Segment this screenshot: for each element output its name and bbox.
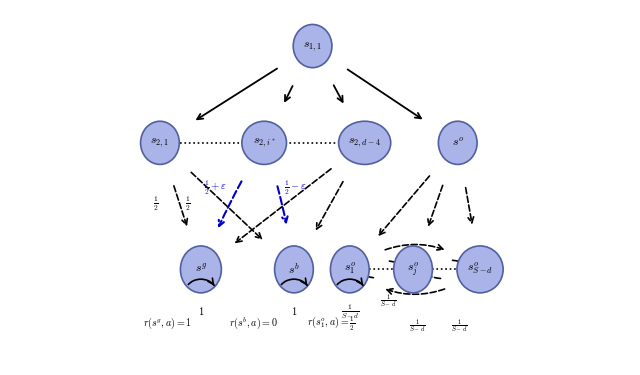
- Text: $r(s^b,a)=0$: $r(s^b,a)=0$: [229, 315, 278, 331]
- Text: $s_1^o$: $s_1^o$: [344, 261, 356, 278]
- Text: $s_{2,i^*}$: $s_{2,i^*}$: [253, 136, 275, 149]
- Text: $r(s^g,a)=1$: $r(s^g,a)=1$: [143, 316, 192, 331]
- Text: $1$: $1$: [291, 305, 297, 317]
- Text: $\frac{1}{2}+\varepsilon$: $\frac{1}{2}+\varepsilon$: [204, 178, 227, 197]
- Ellipse shape: [330, 246, 369, 293]
- Ellipse shape: [438, 121, 477, 164]
- Ellipse shape: [394, 246, 433, 293]
- Ellipse shape: [141, 121, 179, 164]
- Ellipse shape: [180, 246, 221, 293]
- Text: $\frac{1}{2}-\varepsilon$: $\frac{1}{2}-\varepsilon$: [284, 178, 307, 197]
- Text: $s^o$: $s^o$: [452, 136, 464, 149]
- Ellipse shape: [457, 246, 503, 293]
- Text: $s^g$: $s^g$: [195, 263, 207, 276]
- Text: $s^b$: $s^b$: [288, 262, 300, 277]
- Text: $s_{2,d-4}$: $s_{2,d-4}$: [348, 136, 381, 149]
- Text: $s_{1,1}$: $s_{1,1}$: [303, 39, 322, 53]
- Ellipse shape: [293, 24, 332, 68]
- Ellipse shape: [339, 121, 391, 164]
- Text: $\frac{1}{S-d}$: $\frac{1}{S-d}$: [451, 318, 468, 334]
- Text: $s_{S-d}^o$: $s_{S-d}^o$: [467, 261, 493, 278]
- Text: $s_j^o$: $s_j^o$: [407, 260, 419, 279]
- Text: $\frac{1}{S-d}$: $\frac{1}{S-d}$: [340, 302, 359, 321]
- Ellipse shape: [275, 246, 314, 293]
- Text: $r(s_1^o,a)=\frac{1}{2}$: $r(s_1^o,a)=\frac{1}{2}$: [307, 314, 355, 333]
- Text: $\frac{1}{2}$: $\frac{1}{2}$: [185, 195, 191, 213]
- Ellipse shape: [242, 121, 287, 164]
- Text: $\frac{1}{2}$: $\frac{1}{2}$: [153, 195, 158, 213]
- Text: $\frac{1}{S-d}$: $\frac{1}{S-d}$: [410, 318, 426, 334]
- Text: $1$: $1$: [198, 305, 204, 317]
- Text: $s_{2,1}$: $s_{2,1}$: [150, 136, 170, 149]
- Text: $\frac{1}{S-d}$: $\frac{1}{S-d}$: [380, 292, 396, 309]
